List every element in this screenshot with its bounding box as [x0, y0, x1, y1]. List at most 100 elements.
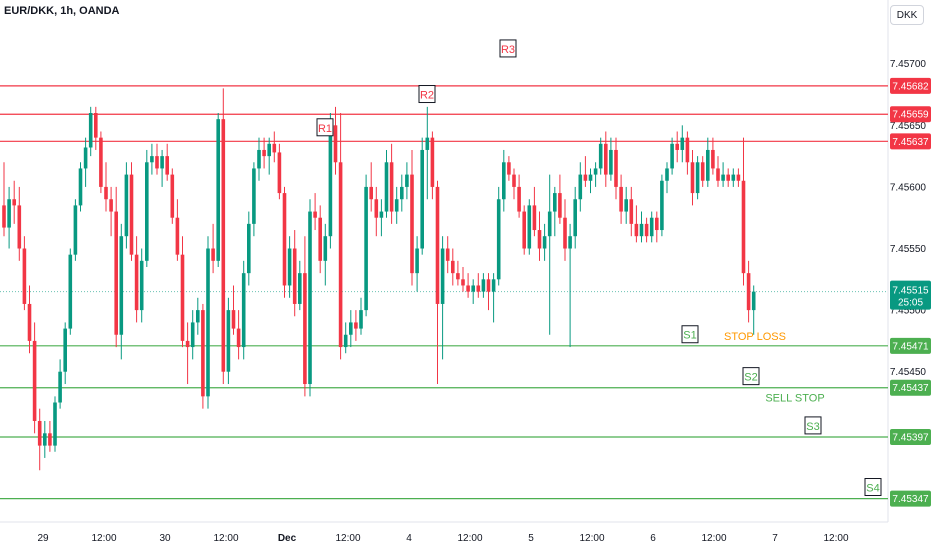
- marker-label: S3: [806, 421, 819, 433]
- candle-body: [598, 143, 603, 169]
- candle-body: [670, 143, 674, 169]
- candle: [573, 186, 577, 249]
- candle-body: [420, 149, 424, 249]
- marker-label: R2: [420, 90, 434, 102]
- candle: [527, 199, 532, 255]
- candle: [216, 113, 220, 267]
- time-tick-label: 30: [159, 533, 171, 544]
- candle: [624, 186, 628, 224]
- candle: [614, 137, 618, 200]
- candle: [537, 211, 542, 261]
- marker-box: [418, 85, 436, 104]
- candle: [313, 193, 317, 231]
- time-tick-label: 5: [528, 533, 534, 544]
- candle: [83, 137, 88, 187]
- candle: [349, 310, 353, 348]
- candle-body: [690, 162, 695, 194]
- candle-body: [88, 113, 93, 148]
- candle: [588, 168, 593, 194]
- time-tick-label: 12:00: [457, 533, 482, 544]
- candle-body: [741, 180, 746, 274]
- marker-box: [499, 39, 517, 58]
- time-tick-label: 12:00: [701, 533, 726, 544]
- candle: [553, 186, 557, 237]
- candle-body: [491, 279, 496, 292]
- candle: [104, 162, 108, 212]
- candle-body: [466, 285, 470, 292]
- candle-body: [155, 156, 159, 169]
- candle-body: [486, 279, 491, 292]
- candle-body: [731, 174, 736, 181]
- candle-body: [150, 156, 154, 163]
- candle-body: [43, 433, 47, 446]
- candle: [568, 223, 572, 348]
- candle-body: [619, 186, 623, 212]
- candle: [298, 260, 302, 311]
- candle: [532, 186, 537, 237]
- candle-body: [583, 174, 588, 181]
- candle: [655, 211, 659, 243]
- candle-body: [262, 149, 266, 157]
- candle: [308, 199, 312, 397]
- candle: [247, 211, 251, 286]
- level-marker-r1: R1: [316, 118, 334, 137]
- candle: [420, 137, 424, 255]
- candle: [512, 168, 516, 200]
- marker-box: [864, 478, 882, 497]
- candle: [491, 273, 496, 323]
- level-price-badge-s3: [890, 428, 931, 445]
- candle-body: [614, 149, 618, 187]
- candle: [53, 396, 57, 452]
- candle-body: [425, 137, 430, 150]
- candle-body: [476, 285, 481, 292]
- price-tick-label: 7.45650: [890, 121, 927, 132]
- candle-body: [124, 174, 129, 237]
- candle-body: [32, 340, 37, 421]
- candle-body: [68, 254, 73, 329]
- candle-body: [27, 303, 32, 341]
- candle: [563, 199, 567, 261]
- level-marker-s2: S2: [742, 367, 760, 386]
- currency-button[interactable]: DKK: [890, 5, 924, 25]
- candle-body: [634, 223, 639, 237]
- candle: [558, 174, 562, 224]
- candle-body: [639, 223, 644, 237]
- candle-body: [12, 199, 16, 206]
- candle: [68, 248, 73, 335]
- candle: [201, 303, 205, 409]
- candle: [660, 174, 664, 237]
- candle-body: [63, 328, 67, 372]
- level-note-s2: SELL STOP: [765, 393, 824, 405]
- candle: [400, 174, 404, 212]
- candle-body: [542, 236, 547, 249]
- level-price-badge-r2: [890, 106, 931, 123]
- candle: [359, 297, 363, 335]
- time-tick-label: 7: [772, 533, 778, 544]
- marker-box: [742, 367, 760, 386]
- candle: [236, 310, 241, 360]
- time-tick-label: 29: [37, 533, 49, 544]
- candle-body: [624, 199, 628, 212]
- candle-body: [726, 174, 730, 181]
- candle-body: [104, 186, 108, 200]
- candle-body: [440, 248, 445, 304]
- candle-body: [73, 205, 78, 255]
- candle: [185, 322, 190, 385]
- price-axis: 7.45700 7.45650 7.45600 7.45550 7.45500 7.454…: [890, 59, 931, 507]
- candle-body: [7, 199, 11, 228]
- level-marker-s1: S1: [681, 325, 699, 344]
- candle-body: [58, 371, 62, 403]
- candle: [48, 420, 52, 452]
- candle: [180, 236, 185, 348]
- candle: [486, 273, 491, 311]
- candle-body: [532, 205, 537, 231]
- candle: [700, 156, 705, 187]
- candle: [354, 310, 358, 341]
- candle-body: [649, 217, 654, 237]
- candle-body: [165, 156, 169, 175]
- candle: [405, 162, 409, 200]
- candle: [277, 143, 282, 200]
- candle-body: [374, 199, 379, 218]
- level-price-badge-r3: [890, 77, 931, 94]
